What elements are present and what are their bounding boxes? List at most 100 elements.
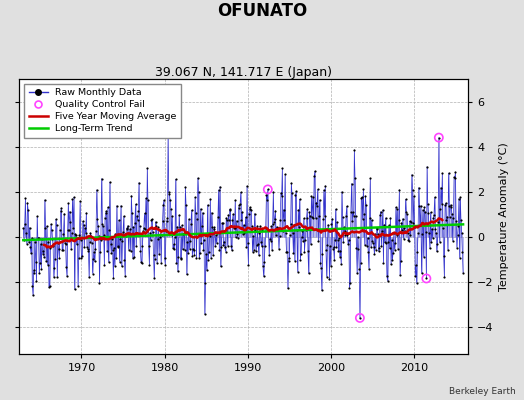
- Point: [369, 244, 378, 250]
- Point: [343, 232, 352, 238]
- Point: [278, 165, 287, 172]
- Point: [169, 245, 177, 251]
- Point: [358, 216, 367, 222]
- Point: [246, 206, 255, 213]
- Point: [291, 192, 300, 198]
- Point: [23, 200, 31, 206]
- Point: [119, 213, 128, 219]
- Point: [50, 265, 59, 271]
- Point: [347, 180, 356, 187]
- Point: [132, 243, 140, 250]
- Point: [192, 255, 201, 262]
- Point: [153, 260, 161, 266]
- Point: [424, 210, 433, 216]
- Point: [439, 225, 447, 232]
- Point: [109, 275, 117, 282]
- Point: [276, 217, 285, 224]
- Point: [363, 235, 372, 241]
- Point: [287, 220, 295, 227]
- Point: [274, 226, 282, 233]
- Point: [442, 216, 451, 223]
- Point: [341, 232, 350, 238]
- Point: [381, 215, 390, 221]
- Point: [231, 197, 239, 204]
- Point: [445, 203, 453, 209]
- Point: [397, 220, 406, 226]
- Point: [435, 238, 444, 245]
- Point: [185, 246, 194, 252]
- Point: [294, 207, 302, 213]
- Point: [160, 255, 169, 261]
- Point: [81, 230, 90, 236]
- Point: [415, 203, 423, 210]
- Point: [264, 186, 272, 193]
- Point: [334, 248, 343, 254]
- Point: [72, 241, 81, 248]
- Point: [100, 262, 108, 268]
- Point: [21, 195, 29, 202]
- Point: [272, 232, 280, 238]
- Point: [195, 255, 203, 261]
- Point: [126, 226, 134, 232]
- Point: [314, 238, 323, 244]
- Point: [421, 209, 429, 215]
- Point: [38, 236, 46, 242]
- Point: [319, 216, 328, 223]
- Point: [179, 230, 188, 237]
- Point: [178, 222, 186, 228]
- Point: [361, 242, 369, 248]
- Point: [59, 231, 68, 237]
- Point: [28, 282, 37, 289]
- Point: [175, 212, 183, 218]
- Point: [37, 266, 46, 272]
- Point: [113, 202, 121, 209]
- Point: [403, 211, 411, 217]
- Point: [425, 245, 434, 252]
- Point: [410, 224, 419, 230]
- Point: [47, 221, 55, 227]
- Point: [230, 224, 238, 231]
- Point: [189, 246, 197, 252]
- Point: [254, 240, 263, 247]
- Point: [201, 311, 209, 317]
- Point: [329, 246, 337, 252]
- Point: [180, 230, 188, 236]
- Point: [67, 246, 75, 252]
- Point: [391, 240, 399, 246]
- Point: [332, 244, 341, 250]
- Point: [256, 223, 264, 229]
- Point: [216, 263, 225, 270]
- Point: [405, 238, 413, 244]
- Point: [274, 225, 282, 231]
- Point: [264, 227, 272, 233]
- Point: [135, 180, 143, 186]
- Point: [137, 260, 146, 267]
- Point: [99, 223, 107, 229]
- Point: [350, 147, 358, 153]
- Point: [174, 254, 183, 260]
- Point: [308, 214, 316, 220]
- Point: [81, 225, 89, 231]
- Point: [64, 200, 72, 206]
- Point: [34, 235, 42, 241]
- Point: [151, 218, 160, 225]
- Point: [371, 231, 379, 238]
- Point: [297, 250, 305, 257]
- Point: [164, 134, 172, 140]
- Point: [132, 201, 140, 208]
- Point: [72, 232, 80, 238]
- Point: [438, 170, 446, 176]
- Point: [138, 243, 147, 249]
- Point: [401, 196, 410, 203]
- Point: [271, 208, 280, 214]
- Point: [231, 225, 239, 232]
- Point: [244, 262, 253, 268]
- Point: [438, 201, 446, 207]
- Point: [283, 248, 291, 255]
- Point: [117, 263, 126, 270]
- Point: [243, 183, 251, 189]
- Point: [235, 204, 243, 211]
- Point: [429, 214, 438, 221]
- Point: [50, 274, 58, 280]
- Point: [268, 221, 277, 227]
